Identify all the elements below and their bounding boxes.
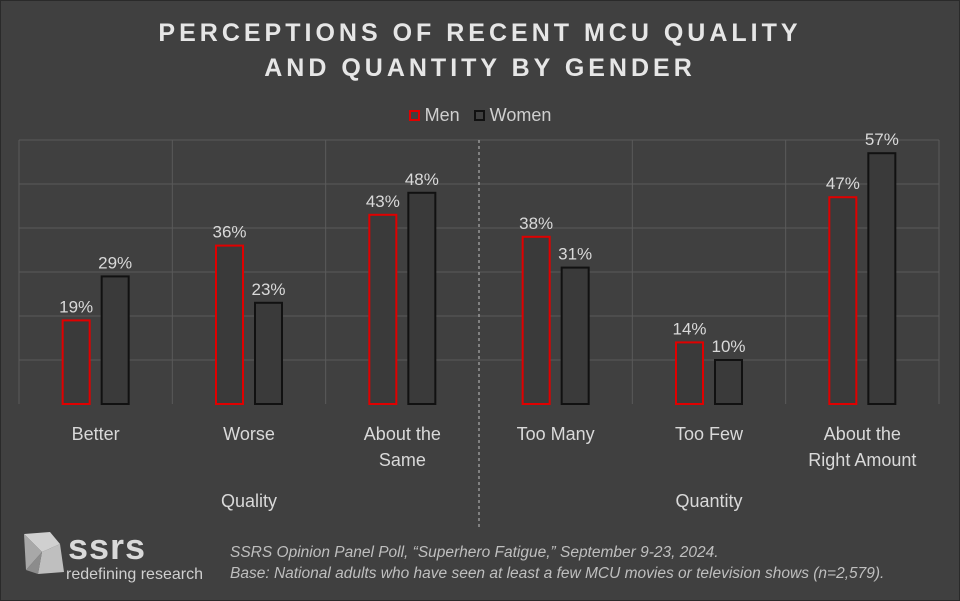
legend-swatch-men [408, 109, 420, 121]
bar-men [368, 213, 398, 405]
data-label-women: 10% [711, 337, 745, 356]
data-label-men: 47% [826, 174, 860, 193]
data-label-women: 23% [251, 280, 285, 299]
legend-item-men: Men [408, 104, 460, 126]
bar-men [828, 196, 858, 405]
source-line-2: Base: National adults who have seen at l… [230, 565, 885, 582]
data-label-men: 38% [519, 214, 553, 233]
legend-swatch-women [473, 109, 485, 121]
data-label-men: 36% [212, 223, 246, 242]
data-label-women: 57% [865, 130, 899, 149]
data-label-men: 43% [366, 192, 400, 211]
data-label-women: 48% [405, 170, 439, 189]
category-label: Worse [223, 424, 275, 444]
source-note: SSRS Opinion Panel Poll, “Superhero Fati… [230, 542, 884, 584]
group-label-quality: Quality [221, 491, 277, 511]
bar-women [714, 359, 743, 405]
ssrs-logo-mark-icon [24, 532, 64, 574]
data-label-women: 31% [558, 245, 592, 264]
title-line-2: AND QUANTITY BY GENDER [264, 54, 696, 82]
category-label: About the [824, 424, 901, 444]
logo-tagline: redefining research [66, 566, 203, 583]
group-label-quantity: Quantity [675, 491, 742, 511]
category-label: Same [379, 450, 426, 470]
bar-men [521, 235, 551, 405]
legend-label-women: Women [489, 105, 552, 125]
legend: Men Women [0, 104, 960, 126]
logo-wordmark: ssrs [68, 526, 147, 567]
bar-women [100, 275, 130, 405]
title-line-1: PERCEPTIONS OF RECENT MCU QUALITY [158, 19, 802, 47]
bar-women [407, 191, 437, 405]
legend-label-men: Men [424, 105, 460, 125]
category-label: Better [72, 424, 120, 444]
bar-women [867, 152, 897, 405]
legend-item-women: Women [473, 104, 552, 126]
data-label-women: 29% [98, 253, 132, 272]
category-label: Right Amount [808, 450, 916, 470]
bar-men [675, 341, 704, 405]
data-label-men: 19% [59, 297, 93, 316]
ssrs-logo: ssrs redefining research [20, 526, 210, 590]
bar-women [560, 266, 590, 405]
category-label: Too Many [517, 424, 595, 444]
bar-women [254, 301, 283, 405]
bar-men [61, 319, 91, 405]
category-label: Too Few [675, 424, 744, 444]
data-label-men: 14% [672, 319, 706, 338]
chart-title: PERCEPTIONS OF RECENT MCU QUALITY AND QU… [0, 16, 960, 86]
source-line-1: SSRS Opinion Panel Poll, “Superhero Fati… [230, 544, 719, 561]
bar-men [215, 244, 244, 405]
category-label: About the [364, 424, 441, 444]
